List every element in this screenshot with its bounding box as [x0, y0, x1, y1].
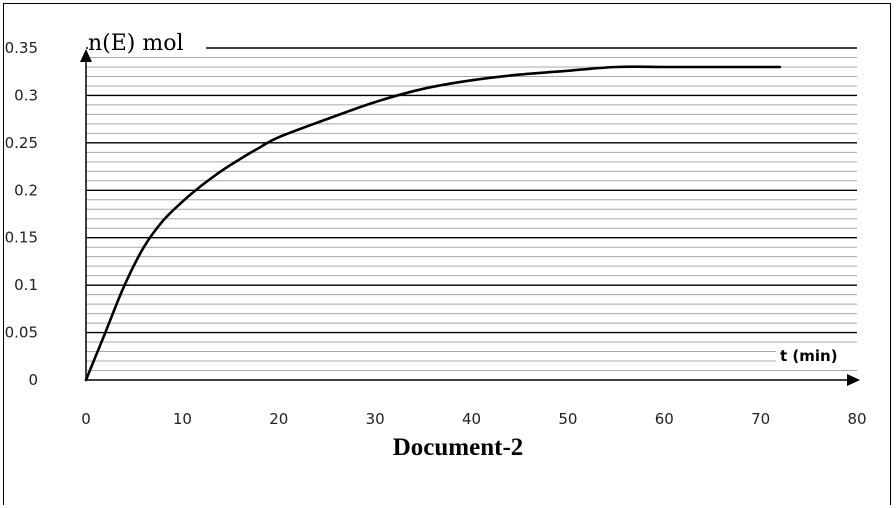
minor-gridlines	[86, 56, 857, 372]
x-tick-label: 70	[751, 410, 770, 428]
x-tick-label: 40	[462, 410, 481, 428]
y-tick-label: 0.1	[14, 276, 38, 294]
x-tick-label: 50	[558, 410, 577, 428]
y-tick-label: 0.25	[5, 134, 38, 152]
y-tick-label: 0.2	[14, 181, 38, 199]
x-tick-labels: 0 10 20 30 40 50 60 70 80	[81, 410, 866, 428]
y-tick-label: 0.15	[5, 229, 38, 247]
x-axis-arrow-icon	[847, 374, 860, 386]
major-gridlines	[86, 47, 857, 334]
x-tick-label: 0	[81, 410, 91, 428]
y-axis-label: n(E) mol	[88, 31, 184, 56]
figure-caption: Document-2	[393, 434, 524, 461]
series-line	[84, 65, 782, 382]
x-axis-label: t (min)	[780, 347, 838, 365]
x-tick-label: 10	[173, 410, 192, 428]
y-label-background	[88, 30, 206, 54]
x-tick-label: 60	[655, 410, 674, 428]
x-tick-label: 30	[366, 410, 385, 428]
y-tick-label: 0	[28, 371, 38, 389]
x-label-background	[776, 344, 858, 366]
y-tick-label: 0.35	[5, 39, 38, 57]
figure-frame	[3, 3, 891, 505]
x-tick-label: 80	[847, 410, 866, 428]
axes	[80, 49, 860, 386]
y-axis-arrow-icon	[80, 49, 92, 62]
y-tick-label: 0.3	[14, 86, 38, 104]
x-tick-label: 20	[269, 410, 288, 428]
y-tick-label: 0.05	[5, 324, 38, 342]
y-tick-labels: 0 0.05 0.1 0.15 0.2 0.25 0.3 0.35	[5, 39, 38, 389]
